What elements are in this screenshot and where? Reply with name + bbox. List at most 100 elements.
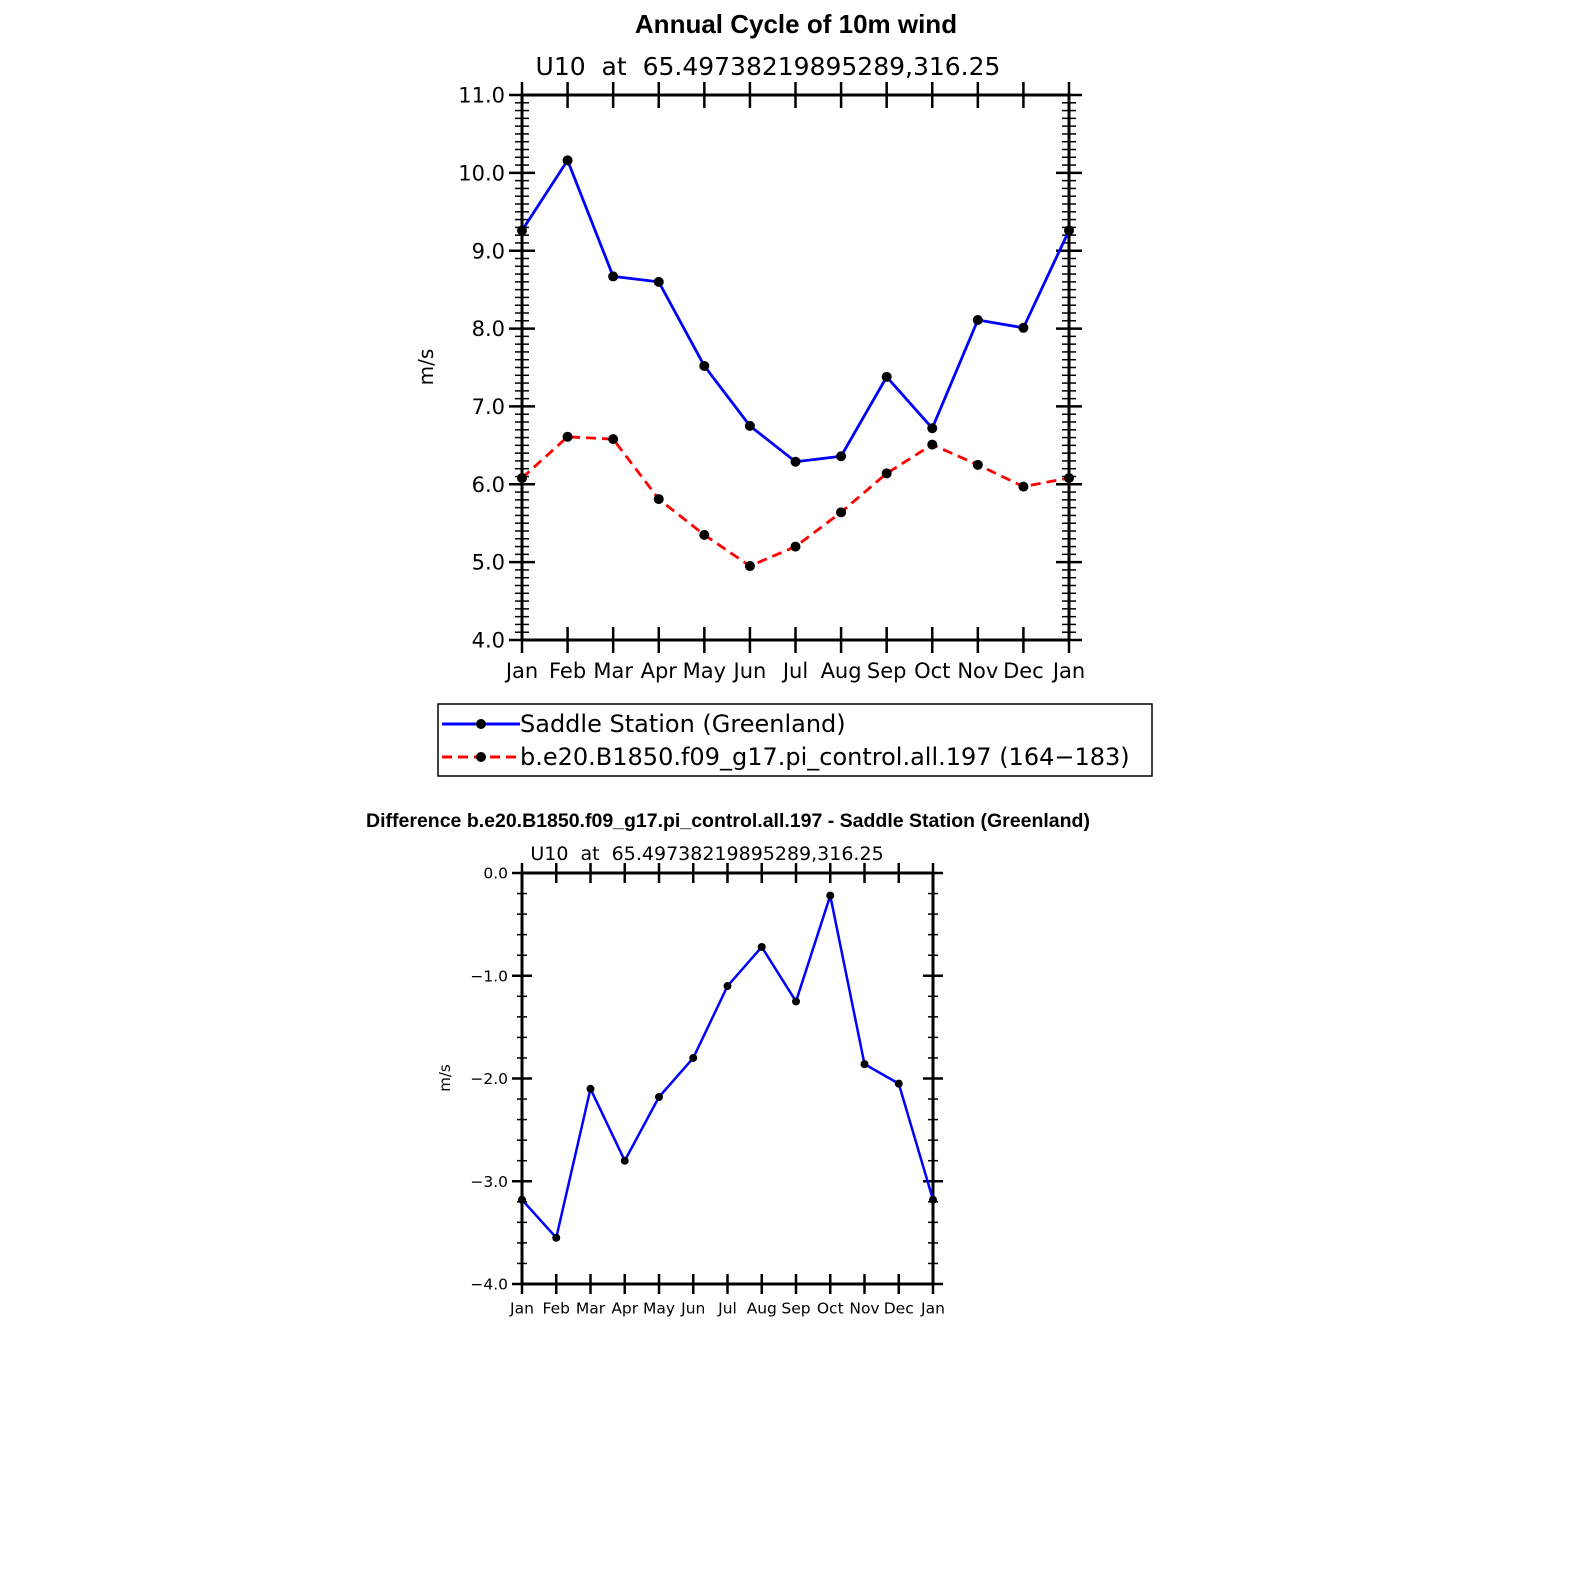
chart1-series	[517, 155, 1074, 572]
chart1-title: Annual Cycle of 10m wind	[635, 9, 957, 39]
series-1-point	[836, 507, 847, 518]
y-tick-label: 11.0	[458, 84, 505, 108]
series-0-point	[552, 1233, 561, 1242]
series-0-point	[689, 1053, 698, 1062]
difference-chart: Difference b.e20.B1850.f09_g17.pi_contro…	[366, 810, 1090, 1318]
series-0-point	[723, 982, 732, 991]
x-tick-label: Apr	[641, 659, 678, 683]
series-1-point	[790, 541, 801, 552]
x-tick-label: Jan	[509, 1300, 534, 1318]
x-tick-label: Jan	[504, 659, 538, 683]
series-0-point	[826, 891, 835, 900]
series-1-point	[653, 494, 664, 505]
y-tick-label: 4.0	[472, 629, 505, 653]
series-0-point	[620, 1156, 629, 1165]
y-tick-label: 10.0	[458, 161, 505, 185]
x-tick-label: Jan	[1051, 659, 1085, 683]
series-line-0	[520, 158, 1071, 464]
y-tick-label: −1.0	[470, 967, 508, 985]
chart1-legend: Saddle Station (Greenland) b.e20.B1850.f…	[437, 703, 1153, 777]
series-0-point	[927, 423, 938, 434]
series-0-point	[881, 371, 892, 382]
series-1-point	[699, 529, 710, 540]
x-tick-label: Oct	[914, 659, 950, 683]
y-tick-label: 0.0	[483, 865, 508, 883]
series-0-point	[653, 276, 664, 287]
x-tick-label: Apr	[611, 1300, 638, 1318]
series-1-point	[881, 468, 892, 479]
x-tick-label: Mar	[593, 659, 633, 683]
x-tick-label: Aug	[747, 1300, 777, 1318]
series-0-point	[929, 1195, 937, 1204]
x-tick-label: Dec	[884, 1300, 914, 1318]
chart1-axes	[509, 82, 1082, 653]
chart1-ylabel: m/s	[414, 349, 438, 386]
plot-frame	[520, 93, 1071, 642]
series-1-point	[1064, 473, 1074, 484]
chart2-axes	[512, 863, 943, 1294]
series-0-point	[562, 155, 573, 166]
annual-cycle-chart: Annual Cycle of 10m wind U10 at 65.49738…	[414, 9, 1153, 777]
plot-frame	[520, 871, 935, 1286]
series-0-point	[894, 1079, 903, 1088]
x-tick-label: Feb	[543, 1300, 570, 1318]
y-tick-label: −4.0	[470, 1276, 508, 1294]
chart2-series	[518, 891, 937, 1242]
x-tick-label: Nov	[957, 659, 998, 683]
chart2-tick-labels: Jan Feb Mar Apr May Jun Jul Aug Sep Oct Nov Dec Jan−…	[470, 865, 945, 1318]
series-0-point	[1018, 322, 1029, 333]
chart2-ylabel: m/s	[436, 1064, 454, 1092]
series-0-point	[517, 225, 527, 236]
x-tick-label: Feb	[549, 659, 586, 683]
x-tick-label: Jul	[781, 659, 808, 683]
series-0-point	[699, 360, 710, 371]
x-tick-label: Jan	[920, 1300, 945, 1318]
y-tick-label: 5.0	[472, 551, 505, 575]
series-1-point	[927, 439, 938, 450]
x-tick-label: May	[683, 659, 726, 683]
series-0-point	[836, 451, 847, 462]
x-tick-label: Jun	[732, 659, 767, 683]
series-1-point	[744, 561, 755, 572]
series-0-point	[792, 997, 800, 1006]
x-tick-label: May	[643, 1300, 675, 1318]
series-0-point	[1064, 225, 1074, 236]
series-0-point	[972, 315, 983, 326]
series-1-point	[972, 459, 983, 470]
chart2-subtitle: U10 at 65.49738219895289,316.25	[530, 843, 883, 865]
series-0-point	[744, 420, 755, 431]
x-tick-label: Nov	[849, 1300, 879, 1318]
legend-label-model: b.e20.B1850.f09_g17.pi_control.all.197 (…	[520, 743, 1130, 771]
series-0-point	[518, 1195, 526, 1204]
legend-frame	[437, 703, 1153, 777]
legend-marker-saddle	[476, 719, 486, 729]
x-tick-label: Jun	[680, 1300, 705, 1318]
legend-marker-model	[476, 752, 486, 762]
chart1-tick-labels: Jan Feb Mar Apr May Jun Jul Aug Sep Oct Nov Dec Jan 4…	[458, 84, 1085, 683]
x-tick-label: Jul	[717, 1300, 737, 1318]
series-0-point	[860, 1060, 869, 1069]
series-1-point	[608, 434, 619, 445]
series-1-point	[1018, 481, 1029, 492]
series-0-point	[790, 456, 801, 467]
series-1-point	[562, 431, 573, 442]
y-tick-label: 6.0	[472, 473, 505, 497]
y-tick-label: 8.0	[472, 317, 505, 341]
x-tick-label: Sep	[781, 1300, 810, 1318]
x-tick-label: Aug	[821, 659, 862, 683]
x-tick-label: Dec	[1003, 659, 1044, 683]
series-0-point	[608, 271, 619, 282]
chart2-title: Difference b.e20.B1850.f09_g17.pi_contro…	[366, 810, 1090, 832]
legend-label-saddle: Saddle Station (Greenland)	[520, 710, 846, 738]
series-line-0	[521, 894, 935, 1240]
y-tick-label: 7.0	[472, 395, 505, 419]
series-0-point	[655, 1092, 663, 1101]
x-tick-label: Sep	[867, 659, 907, 683]
y-tick-label: −3.0	[470, 1173, 508, 1191]
series-0-point	[586, 1084, 595, 1093]
chart1-subtitle: U10 at 65.49738219895289,316.25	[536, 52, 1001, 81]
series-0-point	[757, 942, 766, 951]
series-1-point	[517, 473, 527, 484]
y-tick-label: −2.0	[470, 1070, 508, 1088]
y-tick-label: 9.0	[472, 239, 505, 263]
